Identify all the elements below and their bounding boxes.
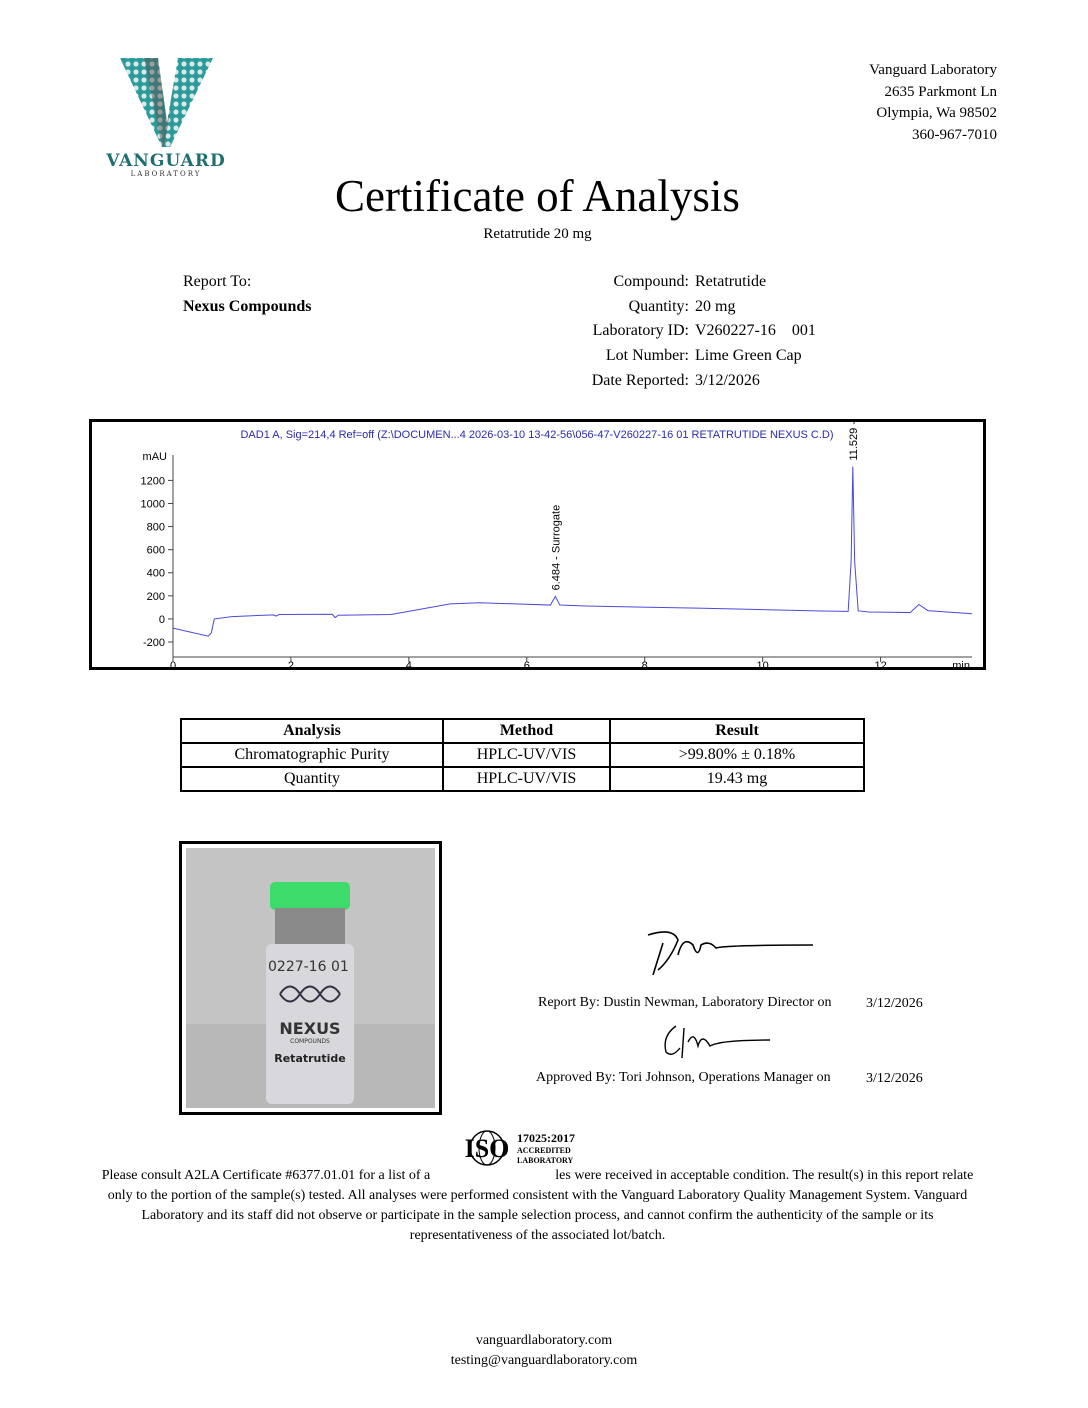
report-date: 3/12/2026 — [866, 996, 923, 1011]
y-tick-label: 400 — [147, 568, 165, 580]
page-title: Certificate of Analysis — [335, 171, 740, 221]
cell-result: >99.80% ± 0.18% — [609, 742, 865, 768]
detail-value: Lime Green Cap — [695, 347, 802, 365]
results-table: Analysis Method Result Chromatographic P… — [180, 718, 865, 792]
disclaimer-part1: Please consult A2LA Certificate #6377.01… — [101, 1168, 431, 1183]
detail-label: Lot Number: — [605, 347, 689, 365]
detail-value: V260227-16 001 — [695, 322, 816, 340]
disclaimer: Please consult A2LA Certificate #6377.01… — [95, 1166, 980, 1246]
svg-text:0227-16 01: 0227-16 01 — [268, 959, 349, 975]
x-tick-label: 12 — [874, 660, 886, 667]
x-tick-label: 10 — [757, 660, 769, 667]
vial-body — [266, 944, 354, 1104]
svg-text:ISO: ISO — [465, 1134, 509, 1163]
peak-label: 11.529 - Retatrutide — [848, 422, 860, 461]
svg-text:Retatrutide: Retatrutide — [274, 1052, 346, 1065]
approved-by: Approved By: Tori Johnson, Operations Ma… — [536, 1070, 831, 1085]
y-tick-label: 200 — [147, 591, 165, 603]
svg-text:LABORATORY: LABORATORY — [131, 170, 202, 178]
detail-value: 3/12/2026 — [695, 371, 760, 389]
lab-phone: 360-967-7010 — [912, 127, 997, 144]
table-row: Quantity HPLC-UV/VIS 19.43 mg — [180, 766, 865, 792]
y-tick-label: 600 — [147, 545, 165, 557]
chromatogram-trace — [172, 466, 973, 637]
detail-label: Quantity: — [628, 297, 689, 315]
header-analysis: Analysis — [180, 718, 444, 744]
email-link[interactable]: testing@vanguardlaboratory.com — [450, 1353, 638, 1368]
x-tick-label: 4 — [406, 660, 412, 667]
chromatogram-svg: DAD1 A, Sig=214,4 Ref=off (Z:\DOCUMEN...… — [141, 364, 973, 672]
detail-value: Retatrutide — [695, 273, 767, 290]
website-link[interactable]: vanguardlaboratory.com — [475, 1333, 613, 1348]
table-header-row: Analysis Method Result — [180, 718, 865, 744]
x-tick-label: 6 — [524, 660, 530, 667]
cell-method: HPLC-UV/VIS — [442, 766, 611, 792]
peak-label: 6.484 - Surrogate — [550, 505, 562, 591]
vial-cap — [270, 882, 350, 910]
y-tick-label: 800 — [147, 522, 165, 534]
cell-method: HPLC-UV/VIS — [442, 742, 611, 768]
table-row: Chromatographic Purity HPLC-UV/VIS >99.8… — [180, 742, 865, 768]
report-by: Report By: Dustin Newman, Laboratory Dir… — [538, 995, 832, 1010]
iso-accreditation-logo: ISO 17025:2017 ACCREDITED LABORATORY — [465, 1130, 575, 1166]
svg-text:VANGUARD: VANGUARD — [105, 151, 225, 171]
report-to-label: Report To: — [183, 273, 252, 290]
detail-value: 20 mg — [695, 297, 736, 315]
svg-text:COMPOUNDS: COMPOUNDS — [290, 1038, 330, 1045]
director-signature — [647, 931, 813, 975]
sample-photo: 0227-16 01 NEXUS COMPOUNDS Retatrutide — [179, 841, 442, 1115]
approved-date: 3/12/2026 — [866, 1071, 923, 1086]
y-tick-label: -200 — [143, 637, 165, 649]
svg-text:LABORATORY: LABORATORY — [517, 1156, 574, 1165]
lab-street: 2635 Parkmont Ln — [884, 83, 998, 100]
svg-text:ACCREDITED: ACCREDITED — [517, 1146, 571, 1155]
disclaimer-part2: les were received in acceptable conditio… — [107, 1168, 974, 1243]
detail-label: Date Reported: — [591, 371, 689, 389]
lab-name: Vanguard Laboratory — [869, 62, 997, 78]
cell-analysis: Chromatographic Purity — [180, 742, 444, 768]
page-subtitle: Retatrutide 20 mg — [483, 226, 592, 242]
y-tick-label: 1200 — [141, 475, 165, 487]
y-tick-label: 1000 — [141, 498, 165, 510]
chart-title: DAD1 A, Sig=214,4 Ref=off (Z:\DOCUMEN...… — [240, 429, 833, 441]
svg-text:17025:2017: 17025:2017 — [517, 1131, 575, 1145]
chromatogram: DAD1 A, Sig=214,4 Ref=off (Z:\DOCUMEN...… — [89, 364, 986, 672]
vanguard-logo: VANGUARD LABORATORY — [105, 58, 225, 178]
x-axis-label: min — [952, 660, 970, 667]
header-method: Method — [442, 718, 611, 744]
client-name: Nexus Compounds — [183, 298, 312, 315]
manager-signature — [664, 1025, 771, 1059]
detail-label: Laboratory ID: — [592, 322, 689, 340]
x-tick-label: 0 — [170, 660, 176, 667]
y-tick-label: 0 — [159, 614, 165, 626]
lab-address: Vanguard Laboratory 2635 Parkmont Ln Oly… — [869, 60, 997, 147]
x-tick-label: 8 — [642, 660, 648, 667]
lab-city: Olympia, Wa 98502 — [876, 105, 997, 122]
x-tick-label: 2 — [288, 660, 294, 667]
y-axis-label: mAU — [143, 451, 168, 463]
detail-label: Compound: — [613, 273, 689, 290]
cell-analysis: Quantity — [180, 766, 444, 792]
contact-footer: vanguardlaboratory.com testing@vanguardl… — [0, 1331, 1088, 1371]
svg-text:NEXUS: NEXUS — [279, 1019, 340, 1038]
header-result: Result — [609, 718, 865, 744]
cell-result: 19.43 mg — [609, 766, 865, 792]
